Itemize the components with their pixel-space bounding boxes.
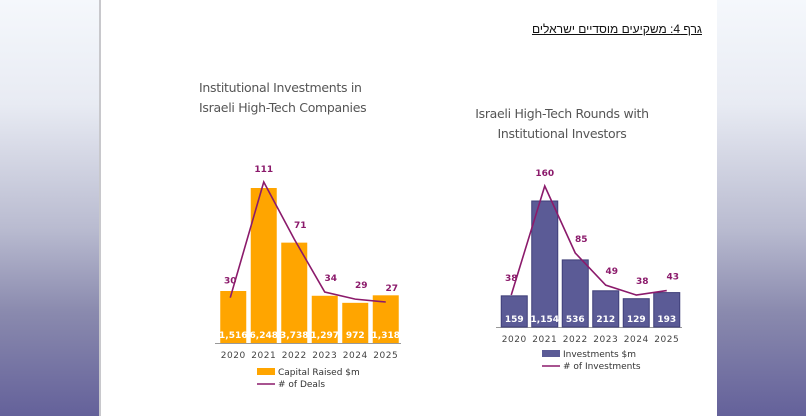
x-tick-label-2021: 2021 bbox=[532, 335, 557, 345]
x-tick-label-2021: 2021 bbox=[251, 351, 276, 361]
x-tick-label-2025: 2025 bbox=[654, 335, 679, 345]
document-page bbox=[101, 0, 717, 416]
legend-label-bar: Capital Raised $m bbox=[278, 368, 360, 378]
chart2-rounds: 159 2020 1,154 2021 536 2022 212 2023 129 2024 193… bbox=[496, 169, 682, 372]
bar-2025 bbox=[653, 292, 681, 328]
bar-value-label-2024: 129 bbox=[627, 315, 646, 325]
bar-value-label-2023: 212 bbox=[596, 315, 615, 325]
chart1-capital-raised: 1,516 2020 6,248 2021 3,738 2022 1,297 2023 972 2… bbox=[215, 165, 401, 390]
bar-2020 bbox=[500, 295, 528, 328]
bar-value-label-2021: 6,248 bbox=[250, 331, 278, 341]
line-value-label-2022: 71 bbox=[294, 221, 307, 231]
line-series--of-investments bbox=[510, 183, 667, 296]
chart1-title-line1: Institutional Investments in bbox=[199, 80, 362, 95]
line-value-label-2020: 30 bbox=[224, 277, 237, 287]
bar-2024 bbox=[342, 302, 369, 343]
x-tick-label-2023: 2023 bbox=[593, 335, 618, 345]
line-value-label-2025: 27 bbox=[385, 284, 398, 294]
legend-swatch-bar bbox=[542, 350, 560, 357]
x-tick-label-2024: 2024 bbox=[343, 351, 368, 361]
bar-2024 bbox=[622, 298, 650, 328]
line-value-label-2022: 85 bbox=[575, 235, 588, 245]
x-tick-label-2024: 2024 bbox=[624, 335, 649, 345]
legend-label-line: # of Deals bbox=[278, 380, 325, 390]
legend-label-line: # of Investments bbox=[563, 362, 641, 372]
chart1-title-line2: Israeli High-Tech Companies bbox=[199, 100, 367, 115]
bar-2022 bbox=[561, 259, 589, 328]
bar-2023 bbox=[592, 290, 620, 328]
bar-value-label-2020: 159 bbox=[505, 315, 524, 325]
line-value-label-2024: 29 bbox=[355, 281, 368, 291]
bar-2023 bbox=[311, 295, 338, 343]
bar-value-label-2025: 1,318 bbox=[372, 331, 400, 341]
chart1-title: Institutional Investments in Israeli Hig… bbox=[199, 78, 367, 118]
x-tick-label-2023: 2023 bbox=[312, 351, 337, 361]
x-tick-label-2022: 2022 bbox=[282, 351, 307, 361]
x-tick-label-2020: 2020 bbox=[221, 351, 246, 361]
line-value-label-2024: 38 bbox=[636, 277, 649, 287]
bar-2022 bbox=[281, 242, 308, 343]
chart2-title: Israeli High-Tech Rounds with Institutio… bbox=[474, 104, 650, 144]
bar-2020 bbox=[220, 291, 247, 343]
bar-value-label-2022: 536 bbox=[566, 315, 585, 325]
x-tick-label-2025: 2025 bbox=[373, 351, 398, 361]
line-value-label-2023: 49 bbox=[605, 267, 618, 277]
bar-value-label-2023: 1,297 bbox=[311, 331, 339, 341]
chart2-title-line2: Institutional Investors bbox=[497, 126, 627, 141]
bar-value-label-2020: 1,516 bbox=[219, 331, 247, 341]
bar-value-label-2025: 193 bbox=[657, 315, 676, 325]
line-value-label-2021: 160 bbox=[535, 169, 554, 179]
bar-value-label-2024: 972 bbox=[346, 331, 365, 341]
figure-caption: גרף 4: משקיעים מוסדיים ישראלים bbox=[531, 22, 702, 36]
bar-value-label-2021: 1,154 bbox=[531, 315, 559, 325]
bar-2025 bbox=[372, 295, 399, 343]
legend-label-bar: Investments $m bbox=[563, 350, 636, 360]
chart2-title-line1: Israeli High-Tech Rounds with bbox=[475, 106, 649, 121]
right-background-panel bbox=[717, 0, 806, 416]
bar-2021 bbox=[531, 200, 559, 328]
line-value-label-2023: 34 bbox=[324, 274, 337, 284]
x-tick-label-2020: 2020 bbox=[502, 335, 527, 345]
left-background-panel bbox=[0, 0, 101, 416]
line-value-label-2020: 38 bbox=[505, 274, 518, 284]
x-tick-label-2022: 2022 bbox=[563, 335, 588, 345]
line-series--of-deals bbox=[229, 179, 386, 303]
line-value-label-2025: 43 bbox=[666, 273, 679, 283]
legend-swatch-bar bbox=[257, 368, 275, 375]
line-value-label-2021: 111 bbox=[254, 165, 273, 175]
bar-value-label-2022: 3,738 bbox=[280, 331, 308, 341]
